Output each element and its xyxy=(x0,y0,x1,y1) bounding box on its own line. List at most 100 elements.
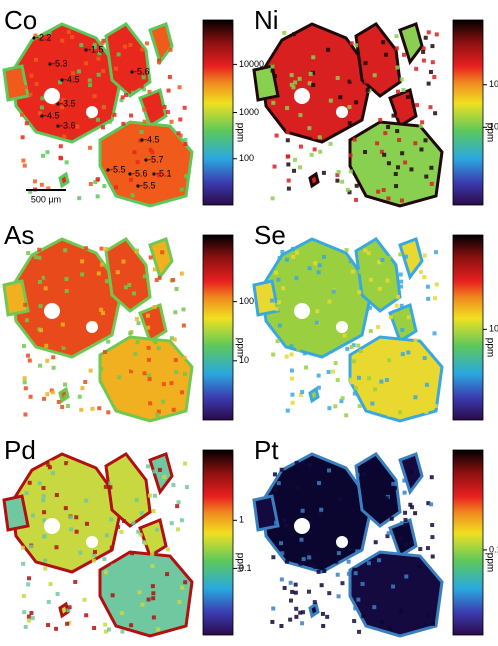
pixel xyxy=(328,141,333,146)
pixel xyxy=(331,289,336,294)
pixel xyxy=(340,396,345,401)
pixel xyxy=(428,69,433,74)
pixel xyxy=(322,568,327,573)
pixel xyxy=(58,155,63,160)
pixel xyxy=(82,597,87,602)
hole xyxy=(44,88,60,104)
pixel xyxy=(274,536,279,541)
pixel xyxy=(146,345,151,350)
pixel xyxy=(41,275,46,280)
pixel xyxy=(64,289,69,294)
pixel xyxy=(398,410,403,415)
pixel xyxy=(79,407,84,412)
grain-map xyxy=(2,494,30,532)
pixel xyxy=(99,262,104,267)
pixel xyxy=(31,513,36,518)
pixel xyxy=(301,557,306,562)
pixel xyxy=(138,567,143,572)
pixel xyxy=(161,382,166,387)
pixel xyxy=(297,76,302,81)
pixel xyxy=(299,41,304,46)
pixel xyxy=(60,404,65,409)
pixel xyxy=(381,40,386,45)
pixel xyxy=(345,279,350,284)
pixel xyxy=(344,310,349,315)
pixel xyxy=(108,481,113,486)
pixel xyxy=(327,299,332,304)
pixel xyxy=(430,554,435,559)
pixel xyxy=(32,263,37,268)
pixel xyxy=(386,124,391,129)
pixel xyxy=(67,620,72,625)
pixel xyxy=(347,190,352,195)
pixel xyxy=(429,165,434,170)
pixel xyxy=(393,171,398,176)
pixel xyxy=(293,582,298,587)
pixel xyxy=(400,151,405,156)
pixel xyxy=(97,406,102,411)
pixel xyxy=(128,177,133,182)
pixel xyxy=(104,279,109,284)
pixel xyxy=(392,486,397,491)
pixel xyxy=(294,469,299,474)
pixel xyxy=(327,118,332,123)
pixel xyxy=(293,492,298,497)
pixel xyxy=(147,373,152,378)
pixel xyxy=(64,461,69,466)
grain-map xyxy=(252,279,280,317)
pixel xyxy=(321,170,326,175)
spot xyxy=(136,184,140,188)
pixel xyxy=(353,571,358,576)
pixel xyxy=(160,250,165,255)
pixel xyxy=(421,58,426,63)
pixel xyxy=(289,368,294,373)
grain-map xyxy=(388,517,418,559)
pixel xyxy=(355,581,360,586)
pixel xyxy=(420,120,425,125)
pixel xyxy=(405,94,410,99)
pixel xyxy=(404,542,409,547)
pixel xyxy=(172,337,177,342)
pixel xyxy=(413,574,418,579)
pixel xyxy=(349,344,354,349)
pixel xyxy=(34,89,39,94)
pixel xyxy=(293,157,298,162)
pixel xyxy=(43,55,48,60)
pixel xyxy=(394,46,399,51)
pixel xyxy=(377,286,382,291)
spot-annotation: -3.6 xyxy=(60,120,76,130)
pixel xyxy=(28,92,33,97)
pixel xyxy=(137,590,142,595)
spot-annotation: -5.6 xyxy=(132,168,148,178)
pixel xyxy=(272,472,277,477)
pixel xyxy=(290,392,295,397)
pixel xyxy=(127,282,132,287)
pixel xyxy=(33,33,38,38)
pixel xyxy=(120,393,125,398)
pixel xyxy=(94,104,99,109)
pixel xyxy=(295,250,300,255)
pixel xyxy=(37,481,42,486)
pixel xyxy=(88,145,93,150)
pixel xyxy=(169,521,174,526)
spot xyxy=(152,172,156,176)
pixel xyxy=(401,52,406,57)
pixel xyxy=(144,41,149,46)
pixel xyxy=(120,95,125,100)
pixel xyxy=(403,522,408,527)
pixel xyxy=(278,509,283,514)
pixel xyxy=(139,84,144,89)
spot xyxy=(40,114,44,118)
pixel xyxy=(376,189,381,194)
element-label: As xyxy=(4,220,34,250)
pixel xyxy=(345,187,350,192)
pixel xyxy=(375,263,380,268)
pixel xyxy=(432,331,437,336)
pixel xyxy=(417,564,422,569)
pixel xyxy=(422,356,427,361)
pixel xyxy=(26,618,31,623)
pixel xyxy=(55,591,60,596)
pixel xyxy=(317,135,322,140)
pixel xyxy=(380,257,385,262)
hole xyxy=(336,106,348,118)
